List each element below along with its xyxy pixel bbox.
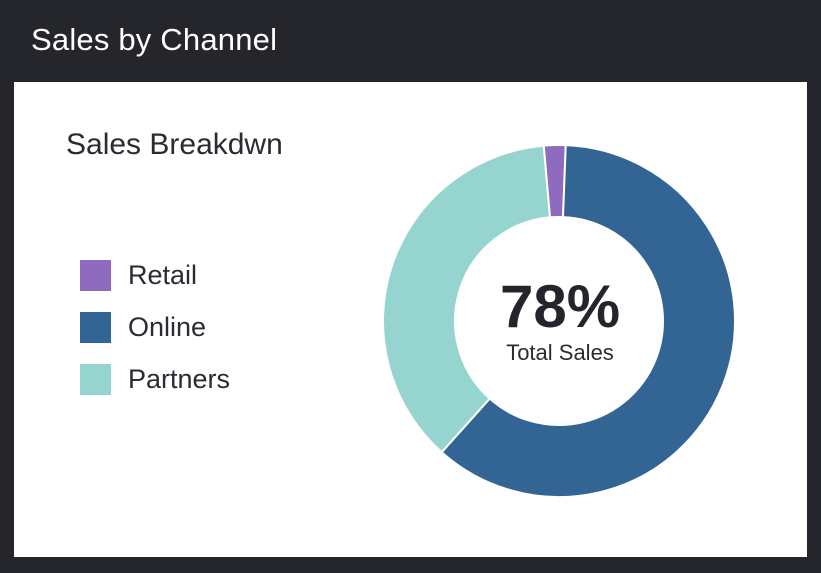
donut-center-label: Total Sales bbox=[506, 340, 614, 365]
chart-title: Sales Breakdwn bbox=[66, 128, 283, 161]
legend-swatch-partners bbox=[80, 364, 111, 395]
legend-label-partners: Partners bbox=[128, 364, 231, 394]
legend-swatch-online bbox=[80, 312, 111, 343]
donut-slice-online[interactable] bbox=[440, 144, 736, 498]
header-bar: Sales by Channel bbox=[0, 0, 821, 82]
legend-item-retail[interactable]: Retail bbox=[80, 260, 320, 292]
chart-card: Sales Breakdwn Retail Online Partners 78… bbox=[14, 82, 807, 557]
donut-slice-partners[interactable] bbox=[382, 144, 552, 454]
page-title: Sales by Channel bbox=[31, 22, 278, 57]
legend-label-online: Online bbox=[128, 312, 207, 342]
legend-item-online[interactable]: Online bbox=[80, 312, 320, 344]
legend-item-partners[interactable]: Partners bbox=[80, 364, 320, 396]
legend-label-retail: Retail bbox=[128, 260, 198, 290]
donut-chart bbox=[382, 144, 736, 498]
donut-slices bbox=[382, 144, 736, 498]
donut-center-value: 78% bbox=[499, 273, 621, 340]
legend-swatch-retail bbox=[80, 260, 111, 291]
